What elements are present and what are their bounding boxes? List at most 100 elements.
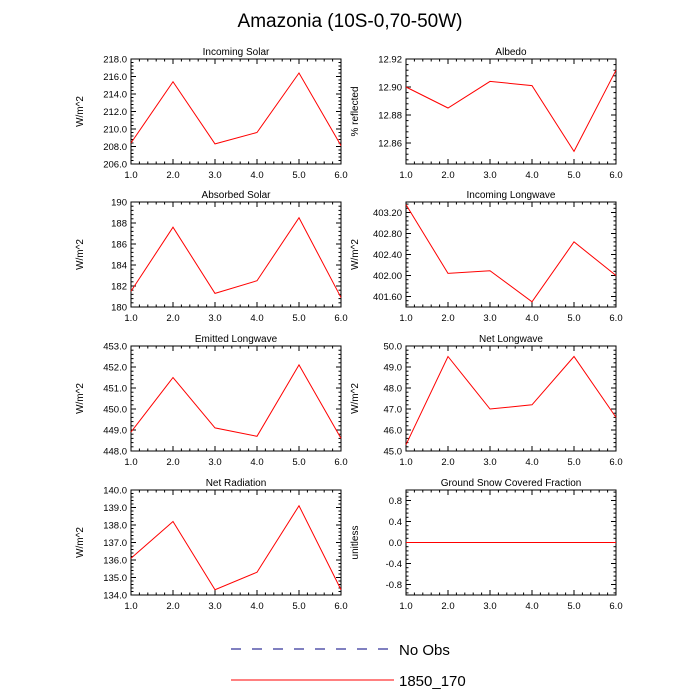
y-axis-label: W/m^2 bbox=[75, 239, 86, 270]
panel-title: Net Radiation bbox=[206, 478, 267, 489]
legend-label: 1850_170 bbox=[399, 673, 466, 690]
y-tick-label: 48.0 bbox=[384, 384, 403, 395]
y-tick-label: -0.8 bbox=[386, 580, 402, 591]
y-tick-label: 50.0 bbox=[384, 342, 403, 353]
x-tick-label: 1.0 bbox=[399, 601, 412, 612]
series-line bbox=[130, 363, 342, 439]
series-line bbox=[130, 72, 342, 146]
y-tick-label: 218.0 bbox=[103, 55, 127, 66]
panel-7: Net Radiation W/m^2 1.0 2.0 3.0 4.0 5.0 6.0 134.… bbox=[75, 478, 348, 612]
x-tick-label: 1.0 bbox=[124, 457, 137, 468]
y-tick-label: 403.20 bbox=[373, 208, 402, 219]
y-tick-label: 448.0 bbox=[103, 447, 127, 458]
y-axis-label: % reflected bbox=[350, 86, 361, 136]
plot-frame bbox=[130, 201, 342, 308]
x-tick-label: 5.0 bbox=[292, 170, 305, 181]
x-tick-label: 2.0 bbox=[441, 457, 454, 468]
x-tick-label: 2.0 bbox=[441, 601, 454, 612]
y-tick-label: 212.0 bbox=[103, 107, 127, 118]
x-tick-label: 2.0 bbox=[441, 313, 454, 324]
x-tick-label: 1.0 bbox=[124, 313, 137, 324]
x-tick-label: 4.0 bbox=[525, 170, 538, 181]
y-tick-label: 184 bbox=[111, 261, 127, 272]
panel-1: Incoming Solar W/m^2 1.0 2.0 3.0 4.0 5.0 6.0 206… bbox=[75, 47, 348, 181]
x-tick-label: 6.0 bbox=[609, 601, 622, 612]
series-line bbox=[130, 504, 342, 591]
y-tick-label: 49.0 bbox=[384, 363, 403, 374]
x-tick-label: 1.0 bbox=[124, 601, 137, 612]
y-tick-label: 140.0 bbox=[103, 486, 127, 497]
y-tick-label: 449.0 bbox=[103, 426, 127, 437]
panel-6: Net Longwave W/m^2 1.0 2.0 3.0 4.0 5.0 6.0 45.0 4… bbox=[350, 334, 623, 468]
x-tick-label: 3.0 bbox=[208, 457, 221, 468]
x-tick-label: 5.0 bbox=[292, 457, 305, 468]
panel-title: Emitted Longwave bbox=[195, 334, 278, 345]
y-tick-label: 139.0 bbox=[103, 503, 127, 514]
panel-5: Emitted Longwave W/m^2 1.0 2.0 3.0 4.0 5.0 6.0 4… bbox=[75, 334, 348, 468]
x-tick-label: 5.0 bbox=[567, 170, 580, 181]
y-tick-label: 401.60 bbox=[373, 292, 402, 303]
y-tick-label: 47.0 bbox=[384, 405, 403, 416]
y-tick-label: 216.0 bbox=[103, 72, 127, 83]
x-tick-label: 5.0 bbox=[567, 601, 580, 612]
x-tick-label: 3.0 bbox=[483, 601, 496, 612]
x-tick-label: 2.0 bbox=[166, 457, 179, 468]
series-line bbox=[405, 204, 617, 303]
y-tick-label: 12.90 bbox=[378, 83, 402, 94]
x-tick-label: 2.0 bbox=[166, 601, 179, 612]
x-tick-label: 1.0 bbox=[399, 313, 412, 324]
y-tick-label: 12.88 bbox=[378, 111, 402, 122]
series-line bbox=[405, 69, 617, 153]
x-tick-label: 1.0 bbox=[124, 170, 137, 181]
y-axis-label: W/m^2 bbox=[75, 527, 86, 558]
y-tick-label: 0.4 bbox=[389, 517, 402, 528]
y-tick-label: 451.0 bbox=[103, 384, 127, 395]
y-tick-label: 135.0 bbox=[103, 573, 127, 584]
x-tick-label: 4.0 bbox=[250, 601, 263, 612]
y-tick-label: 136.0 bbox=[103, 556, 127, 567]
plot-frame bbox=[130, 345, 342, 452]
y-tick-label: 0.8 bbox=[389, 496, 402, 507]
y-tick-label: 402.80 bbox=[373, 229, 402, 240]
x-tick-label: 4.0 bbox=[525, 313, 538, 324]
x-tick-label: 2.0 bbox=[166, 313, 179, 324]
y-axis-label: W/m^2 bbox=[350, 239, 361, 270]
panel-title: Incoming Solar bbox=[203, 47, 270, 58]
panel-4: Incoming Longwave W/m^2 1.0 2.0 3.0 4.0 5.0 6.0… bbox=[350, 190, 623, 324]
panel-title: Ground Snow Covered Fraction bbox=[441, 478, 582, 489]
x-tick-label: 6.0 bbox=[609, 313, 622, 324]
x-tick-label: 6.0 bbox=[334, 457, 347, 468]
y-tick-label: 137.0 bbox=[103, 538, 127, 549]
legend-label: No Obs bbox=[399, 642, 450, 659]
x-tick-label: 4.0 bbox=[250, 170, 263, 181]
y-tick-label: 450.0 bbox=[103, 405, 127, 416]
x-tick-label: 1.0 bbox=[399, 170, 412, 181]
y-tick-label: 182 bbox=[111, 282, 127, 293]
y-axis-label: W/m^2 bbox=[75, 383, 86, 414]
x-tick-label: 5.0 bbox=[567, 313, 580, 324]
panel-title: Albedo bbox=[495, 47, 527, 58]
x-tick-label: 3.0 bbox=[483, 313, 496, 324]
y-tick-label: 210.0 bbox=[103, 125, 127, 136]
y-tick-label: 188 bbox=[111, 219, 127, 230]
x-tick-label: 4.0 bbox=[250, 457, 263, 468]
panel-3: Absorbed Solar W/m^2 1.0 2.0 3.0 4.0 5.0 6.0 180… bbox=[75, 190, 348, 324]
series-line bbox=[405, 355, 617, 445]
y-tick-label: 138.0 bbox=[103, 521, 127, 532]
y-tick-label: 12.86 bbox=[378, 139, 402, 150]
y-tick-label: 186 bbox=[111, 240, 127, 251]
x-tick-label: 3.0 bbox=[208, 313, 221, 324]
main-title: Amazonia (10S-0,70-50W) bbox=[238, 11, 463, 32]
x-tick-label: 6.0 bbox=[334, 170, 347, 181]
x-tick-label: 3.0 bbox=[208, 601, 221, 612]
x-tick-label: 2.0 bbox=[166, 170, 179, 181]
y-tick-label: 208.0 bbox=[103, 142, 127, 153]
plot-frame bbox=[405, 58, 617, 165]
y-tick-label: 402.00 bbox=[373, 271, 402, 282]
y-tick-label: 402.40 bbox=[373, 250, 402, 261]
plot-frame bbox=[130, 489, 342, 596]
plot-frame bbox=[405, 201, 617, 308]
x-tick-label: 4.0 bbox=[525, 601, 538, 612]
y-tick-label: 190 bbox=[111, 198, 127, 209]
